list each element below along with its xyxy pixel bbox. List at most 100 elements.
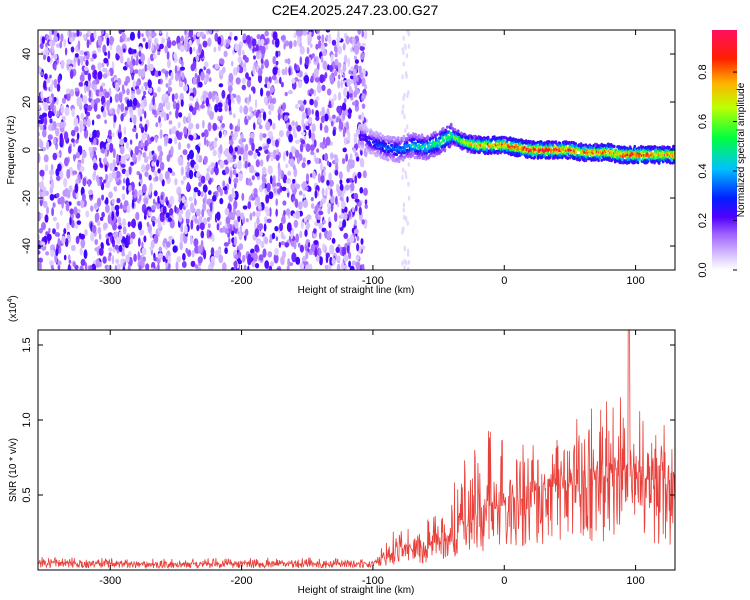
heatmap-cell [101, 62, 105, 68]
heatmap-cell [571, 144, 574, 148]
heatmap-cell [144, 64, 148, 72]
heatmap-cell [407, 259, 411, 265]
heatmap-cell [315, 116, 320, 121]
heatmap-cell [137, 237, 141, 247]
heatmap-cell [230, 267, 235, 270]
heatmap-cell [41, 222, 46, 231]
heatmap-cell [86, 118, 91, 127]
heatmap-cell [359, 45, 365, 52]
heatmap-cell [289, 158, 295, 168]
heatmap-cell [359, 157, 365, 168]
heatmap-cell [255, 44, 259, 52]
heatmap-cell [93, 69, 98, 80]
heatmap-cell [128, 166, 132, 176]
heatmap-cell [285, 163, 289, 168]
heatmap-cell [299, 262, 305, 270]
heatmap-cell [43, 154, 49, 163]
heatmap-cell [338, 74, 341, 80]
heatmap-cell [574, 151, 577, 155]
heatmap-cell [107, 255, 112, 262]
heatmap-cell [188, 196, 193, 202]
heatmap-cell [293, 219, 299, 228]
heatmap-cell [420, 134, 424, 138]
heatmap-cell [80, 125, 85, 131]
heatmap-cell [291, 121, 296, 126]
heatmap-cell [347, 108, 353, 115]
heatmap-cell [69, 69, 74, 80]
heatmap-cell [182, 149, 188, 156]
heatmap-cell [70, 46, 75, 53]
heatmap-cell [309, 88, 314, 95]
heatmap-cell [274, 78, 279, 84]
heatmap-cell [399, 146, 403, 150]
heatmap-cell [424, 153, 428, 158]
heatmap-cell [196, 32, 201, 38]
heatmap-cell [188, 169, 194, 180]
heatmap-cell [144, 84, 148, 91]
heatmap-cell [361, 263, 365, 270]
heatmap-cell [103, 157, 108, 164]
heatmap-cell [324, 125, 329, 134]
heatmap-cell [318, 210, 324, 216]
heatmap-cell [157, 51, 161, 56]
heatmap-cell [68, 145, 72, 154]
heatmap-cell [60, 59, 65, 70]
heatmap-cell [186, 143, 191, 149]
heatmap-cell [306, 214, 312, 221]
heatmap-cell [334, 58, 339, 66]
heatmap-cell [361, 93, 366, 100]
heatmap-cell [350, 66, 354, 72]
heatmap-cell [335, 195, 338, 205]
heatmap-cell [259, 132, 263, 142]
heatmap-cell [93, 30, 97, 39]
heatmap-cell [330, 188, 333, 197]
heatmap-cell [414, 132, 418, 136]
heatmap-cell [340, 69, 344, 76]
heatmap-cell [309, 144, 315, 152]
heatmap-cell [133, 253, 137, 262]
heatmap-cell [331, 98, 334, 108]
heatmap-cell [42, 200, 48, 208]
heatmap-cell [206, 216, 211, 222]
heatmap-cell [99, 176, 103, 187]
heatmap-cell [314, 77, 320, 83]
heatmap-cell [404, 71, 408, 77]
heatmap-cell [222, 180, 226, 188]
heatmap-cell [143, 197, 149, 205]
heatmap-cell [190, 159, 196, 168]
heatmap-cell [119, 138, 125, 146]
heatmap-cell [293, 40, 297, 47]
heatmap-cell [251, 260, 256, 268]
heatmap-cell [148, 174, 152, 181]
heatmap-cell [387, 150, 391, 154]
heatmap-cell [148, 87, 153, 94]
heatmap-cell [272, 122, 276, 130]
heatmap-cell [295, 210, 301, 220]
heatmap-cell [329, 179, 334, 187]
heatmap-cell [142, 183, 147, 194]
heatmap-cell [397, 159, 401, 164]
heatmap-cell [196, 208, 201, 217]
heatmap-cell [188, 134, 194, 140]
heatmap-cell [351, 260, 357, 266]
heatmap-cell [166, 200, 169, 206]
heatmap-cell [229, 170, 233, 179]
heatmap-cell [126, 37, 131, 42]
heatmap-cell [261, 166, 267, 176]
heatmap-cell [284, 91, 288, 97]
heatmap-cells [38, 30, 675, 270]
heatmap-cell [117, 225, 123, 230]
heatmap-cell [267, 95, 273, 101]
heatmap-cell [339, 171, 343, 180]
heatmap-cell [80, 238, 86, 249]
heatmap-cell [395, 145, 399, 149]
heatmap-cell [287, 58, 291, 65]
heatmap-cell [77, 58, 81, 66]
heatmap-cell [493, 135, 496, 139]
heatmap-cell [104, 91, 110, 99]
heatmap-cell [182, 116, 187, 124]
heatmap-cell [149, 64, 154, 72]
heatmap-cell [126, 99, 130, 108]
heatmap-cell [349, 93, 353, 98]
heatmap-cell [80, 57, 84, 66]
